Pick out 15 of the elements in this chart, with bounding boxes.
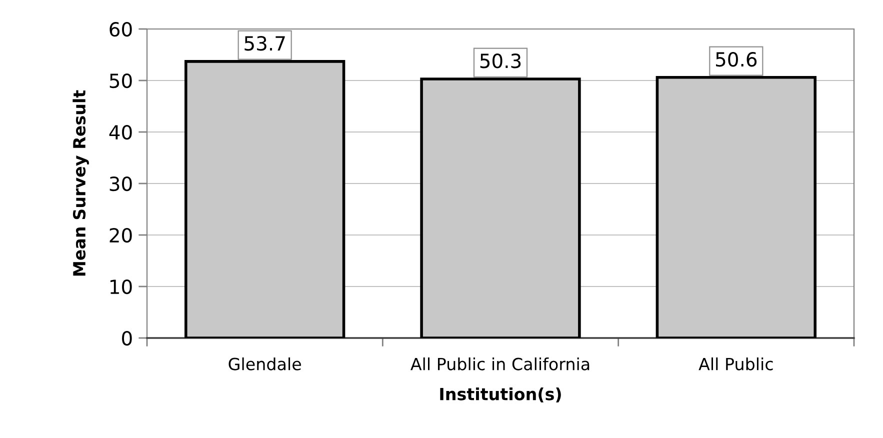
x-tick-label: All Public in California [410,357,590,370]
x-tick-label: All Public [698,357,773,370]
y-tick-label: 10 [110,279,132,294]
data-label: 50.3 [480,54,521,68]
x-axis-title: Institution(s) [440,387,561,402]
data-label: 50.6 [716,52,757,67]
x-tick-label: Glendale [228,357,301,370]
y-tick-label: 50 [110,73,132,88]
y-tick-label: 40 [109,124,132,140]
y-tick-label: 30 [110,176,132,192]
y-tick-label: 0 [122,330,132,346]
y-tick-label: 20 [110,228,132,243]
data-label: 53.7 [244,36,285,51]
y-tick-label: 60 [110,22,132,37]
y-axis-title: Mean Survey Result [72,90,89,276]
